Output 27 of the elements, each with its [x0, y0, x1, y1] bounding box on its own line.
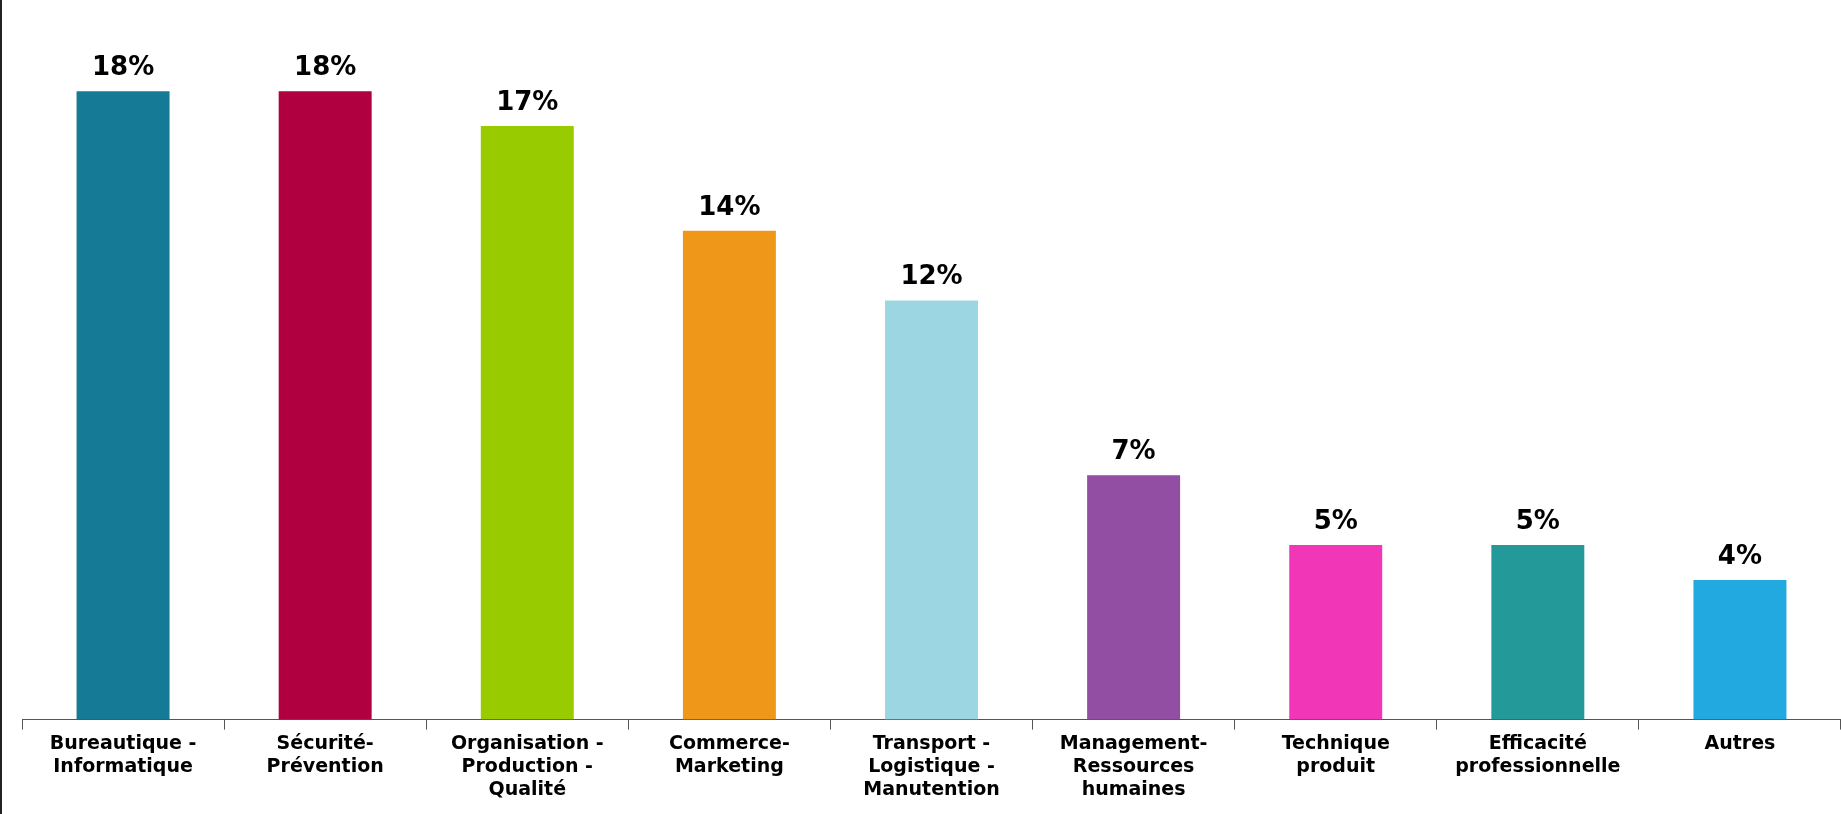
- data-label: 17%: [496, 85, 559, 116]
- bar: [76, 91, 170, 720]
- bar: [1693, 579, 1787, 720]
- data-label: 5%: [1515, 504, 1560, 535]
- x-tick-label: Bureautique - Informatique: [49, 730, 197, 776]
- bar: [480, 126, 574, 720]
- x-tick-label: Commerce- Marketing: [668, 730, 790, 776]
- x-tick-label: Sécurité- Prévention: [266, 730, 384, 776]
- bar: [278, 91, 372, 720]
- x-tick-label: Management- Ressources humaines: [1059, 730, 1208, 799]
- x-tick-label: Autres: [1704, 730, 1776, 753]
- data-label: 12%: [900, 260, 963, 291]
- x-tick-label: Transport - Logistique - Manutention: [863, 730, 1000, 799]
- x-tick-label: Organisation - Production - Qualité: [450, 730, 604, 799]
- x-tick-label: Technique produit: [1281, 730, 1390, 776]
- bar: [682, 230, 776, 720]
- data-label: 18%: [294, 50, 357, 81]
- data-label: 18%: [91, 50, 155, 81]
- x-tick-label: Efficacité professionnelle: [1455, 730, 1621, 776]
- data-label: 5%: [1313, 504, 1358, 535]
- data-label: 4%: [1717, 539, 1763, 570]
- data-label: 14%: [698, 190, 761, 221]
- bar: [1491, 545, 1585, 720]
- bar: [1289, 545, 1383, 720]
- data-label: 7%: [1111, 434, 1156, 465]
- bar: [1087, 475, 1181, 720]
- bar: [885, 300, 978, 720]
